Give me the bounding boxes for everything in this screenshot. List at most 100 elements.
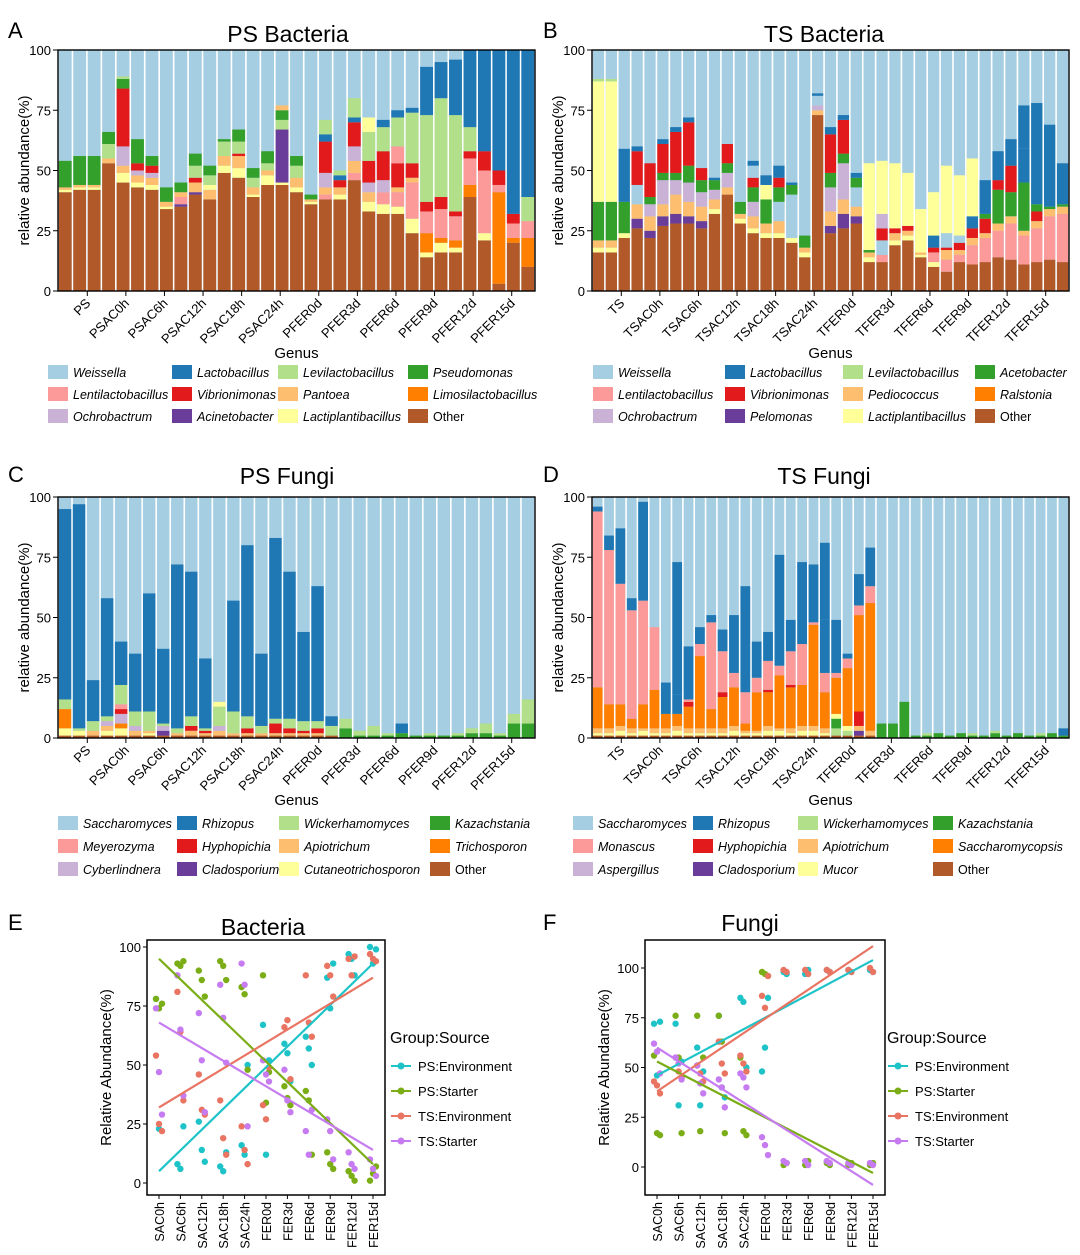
bar-segment [1005,216,1017,224]
bar-segment [100,721,114,726]
bar-stack [672,497,683,738]
bar-segment [683,165,695,183]
bar-segment [797,684,807,726]
bar-stack [87,50,101,291]
bar-segment [449,59,462,116]
legend-swatch [172,365,192,379]
legend-swatch [933,839,953,853]
legend-label: Cladosporium [718,863,795,877]
bar-segment [1058,497,1069,738]
bar-segment [362,182,376,193]
bar-segment [811,95,824,106]
bar-segment [747,216,759,229]
bar-segment [339,718,352,729]
bar-segment [142,730,156,734]
bar-segment [261,163,275,171]
bar-segment [605,81,617,202]
bar-segment [592,733,603,736]
data-point [241,981,248,988]
bar-segment [449,216,462,241]
bar-segment [763,730,773,736]
bar-segment [850,50,862,291]
bar-segment [683,733,694,736]
bar-segment [760,175,772,185]
bar-segment [824,187,837,212]
y-tick-label: 50 [127,1058,141,1073]
legend-swatch [177,816,197,830]
x-tick-label: PFER3d [318,296,363,341]
bar-segment [1058,728,1069,736]
bar-segment [1056,204,1069,207]
legend-label: TS:Starter [418,1134,478,1149]
data-point [305,1045,312,1052]
data-point [241,991,248,998]
bar-segment [747,233,759,291]
legend-label: Rhizopus [718,817,770,831]
bar-segment [649,735,660,738]
bar-segment [477,151,491,171]
bar-segment [763,692,773,726]
bar-segment [683,728,694,734]
bar-segment [763,725,773,731]
legend-item: Saccharomyces [58,816,172,831]
bar-segment [362,192,376,202]
bar-segment [100,716,114,722]
data-point [348,1172,355,1180]
bar-segment [116,165,130,173]
bar-segment [888,723,898,738]
bar-segment [185,725,198,731]
x-tick-label: SAC18h [716,1202,730,1249]
bar-stack [618,50,630,291]
bar-segment [660,733,671,736]
bar-segment [1001,735,1012,738]
data-point [302,1033,309,1040]
bar-segment [232,156,246,169]
bar-segment [391,192,405,207]
bar-stack [760,50,772,291]
bar-segment [318,194,332,200]
legend-item: Ochrobactrum [48,409,152,424]
bar-stack [863,50,875,291]
bar-segment [824,172,837,188]
bar-segment [405,233,419,291]
x-tick-label: FER9d [824,1202,838,1241]
bar-segment [631,184,643,205]
bar-segment [747,165,759,178]
x-tick-label: PFER6d [357,296,402,341]
bar-segment [850,172,862,178]
bar-segment [188,165,202,178]
bar-segment [657,225,669,291]
legend-label: Other [958,863,989,877]
bar-segment [706,735,717,738]
x-tick-label: FER3d [781,1202,795,1241]
legend-label: Saccharomycopsis [958,840,1063,854]
bar-segment [649,728,660,734]
data-point [265,1078,273,1085]
legend-label: PS:Environment [915,1059,1009,1074]
bar-segment [188,194,202,291]
bar-segment [706,622,717,710]
bar-stack [773,50,785,291]
bar-segment [325,725,338,736]
bar-segment [145,177,159,185]
bar-segment [1056,163,1069,205]
y-axis-label: relative abundance(%) [16,542,33,692]
bar-segment [865,603,876,731]
bar-stack [774,497,785,738]
y-tick-label: 50 [37,164,51,179]
bar-segment [1044,209,1056,217]
bar-segment [1005,259,1017,291]
bar-segment [188,177,202,183]
data-point [758,1133,766,1141]
data-point [330,1165,337,1173]
bar-segment [604,550,614,705]
bar-segment [376,127,390,152]
bar-segment [618,201,630,234]
legend-marker [397,1087,405,1095]
bar-stack [747,50,759,291]
bar-stack [492,50,506,291]
bar-segment [966,158,978,217]
bar-segment [910,497,921,738]
bar-segment [922,497,932,738]
data-point [869,968,877,976]
